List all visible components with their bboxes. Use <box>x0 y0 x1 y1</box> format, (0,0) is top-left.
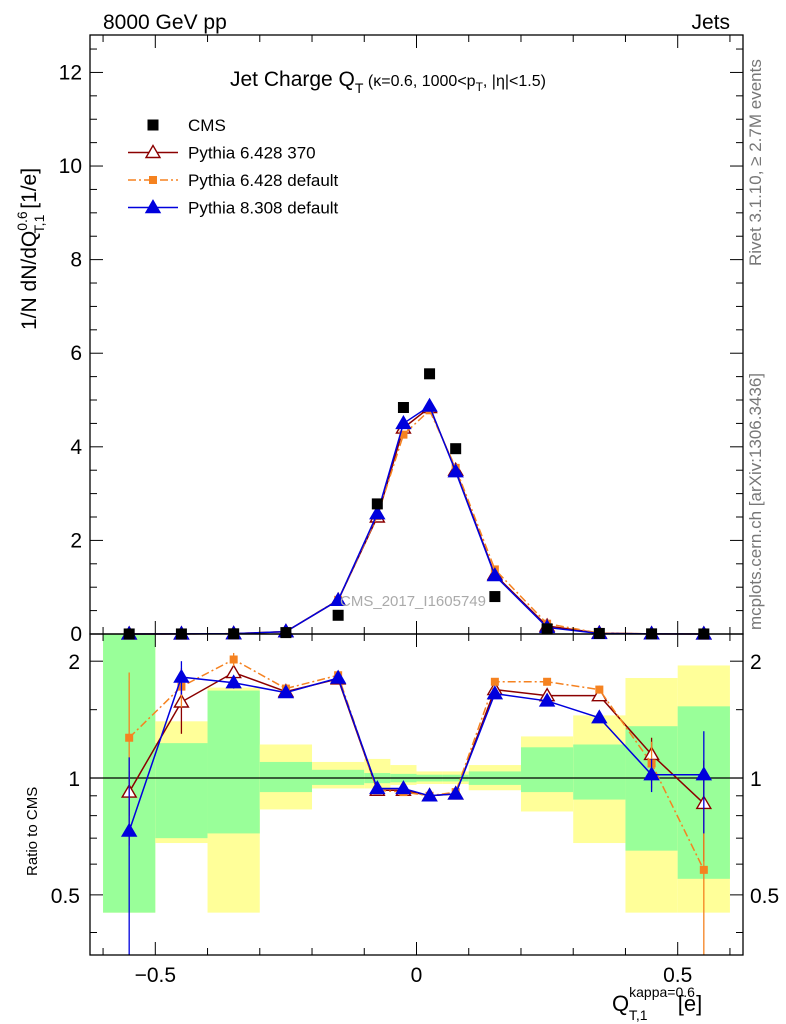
data-point-5 <box>371 498 383 510</box>
stat-band-1 <box>155 743 208 839</box>
x-tick-label: −0.5 <box>135 964 176 987</box>
stat-band-2 <box>207 690 260 834</box>
x-axis-label: Qkappa=0.6 T,1 [e] <box>612 984 702 1023</box>
ratio-tick-label-right: 2 <box>750 651 762 674</box>
rivet-label: Rivet 3.1.10, ≥ 2.7M events <box>746 59 765 266</box>
main-point-s2-7 <box>421 397 438 412</box>
ratio-point-s2-1 <box>173 668 190 683</box>
stat-band-11 <box>573 744 626 800</box>
ratio-point-s1-0 <box>125 733 134 742</box>
ratio-tick-label-left: 0.5 <box>51 885 80 908</box>
ratio-line-series-2 <box>128 676 704 832</box>
ratio-point-s2-13 <box>695 766 713 781</box>
main-point-s2-4 <box>329 591 347 607</box>
data-point-3 <box>280 627 292 639</box>
ratio-point-s2-3 <box>277 684 295 699</box>
legend-label-0: CMS <box>188 116 226 135</box>
data-point-4 <box>332 609 344 621</box>
stat-band-10 <box>520 747 574 793</box>
main-line-series-2 <box>129 404 704 635</box>
data-point-7 <box>424 368 436 380</box>
ratio-tick-label-left: 1 <box>68 768 80 791</box>
ratio-point-s1-9 <box>490 677 499 686</box>
y-axis-label: 1/N dN/dQ0.6T,1 [1/e] <box>14 168 47 330</box>
legend-marker-0 <box>147 119 159 131</box>
x-tick-label: 0 <box>411 964 423 987</box>
legend-marker-3 <box>144 199 162 214</box>
ratio-line-series-0 <box>128 671 705 805</box>
ratio-tick-label-right: 0.5 <box>750 885 779 908</box>
data-point-8 <box>450 443 462 455</box>
ratio-point-s2-7 <box>421 787 438 802</box>
legend: CMS Pythia 6.428 370 Pythia 6.428 default P… <box>128 116 339 218</box>
legend-marker-1 <box>144 144 162 159</box>
ratio-point-s2-4 <box>329 669 347 684</box>
header-left: 8000 GeV pp <box>103 11 227 34</box>
x-tick-label: 0.5 <box>663 964 692 987</box>
y-tick-label: 12 <box>59 61 82 84</box>
ratio-line-series-1 <box>128 658 705 871</box>
ratio-point-s2-10 <box>538 692 556 707</box>
ratio-point-s2-0 <box>120 822 138 837</box>
ratio-point-s2-2 <box>225 674 242 689</box>
legend-label-1: Pythia 6.428 370 <box>188 144 316 163</box>
ratio-series-layer <box>90 652 743 955</box>
ratio-tick-label-left: 2 <box>68 651 80 674</box>
stat-band-3 <box>259 761 313 793</box>
header-right: Jets <box>691 11 730 34</box>
y-tick-label: 4 <box>70 436 82 459</box>
ratio-point-s1-13 <box>699 865 708 874</box>
main-point-s2-8 <box>447 463 464 478</box>
main-point-s2-9 <box>486 567 504 582</box>
ratio-point-s2-11 <box>591 709 608 724</box>
data-point-10 <box>541 623 553 635</box>
ratio-point-s1-11 <box>595 685 604 694</box>
watermark: CMS_2017_I1605749 <box>340 593 486 610</box>
ratio-point-s1-2 <box>229 655 238 664</box>
mcplots-label: mcplots.cern.ch [arXiv:1306.3436] <box>746 373 765 630</box>
ratio-y-label: Ratio to CMS <box>24 787 41 876</box>
main-point-s1-6 <box>399 430 408 439</box>
data-point-6 <box>397 402 409 414</box>
ratio-point-s2-12 <box>643 766 660 781</box>
ratio-point-s1-10 <box>543 677 552 686</box>
legend-label-2: Pythia 6.428 default <box>188 171 339 190</box>
y-tick-label: 0 <box>70 623 82 646</box>
data-point-9 <box>489 591 501 603</box>
ratio-tick-label-right: 1 <box>750 768 762 791</box>
main-point-s2-6 <box>395 415 412 430</box>
ratio-point-s2-8 <box>447 785 464 800</box>
stat-band-4 <box>312 769 365 785</box>
main-point-s2-5 <box>369 505 386 520</box>
legend-label-3: Pythia 8.308 default <box>188 199 339 218</box>
ratio-point-s2-6 <box>395 780 412 795</box>
y-tick-label: 2 <box>70 529 82 552</box>
ratio-point-s2-9 <box>486 685 504 700</box>
y-tick-label: 6 <box>70 342 82 365</box>
ratio-point-s2-5 <box>369 780 386 795</box>
y-tick-label: 8 <box>70 249 82 272</box>
y-tick-label: 10 <box>59 155 82 178</box>
legend-marker-2 <box>149 176 157 184</box>
plot-title: Jet Charge QT (κ=0.6, 1000<pT, |η|<1.5) <box>230 68 546 96</box>
